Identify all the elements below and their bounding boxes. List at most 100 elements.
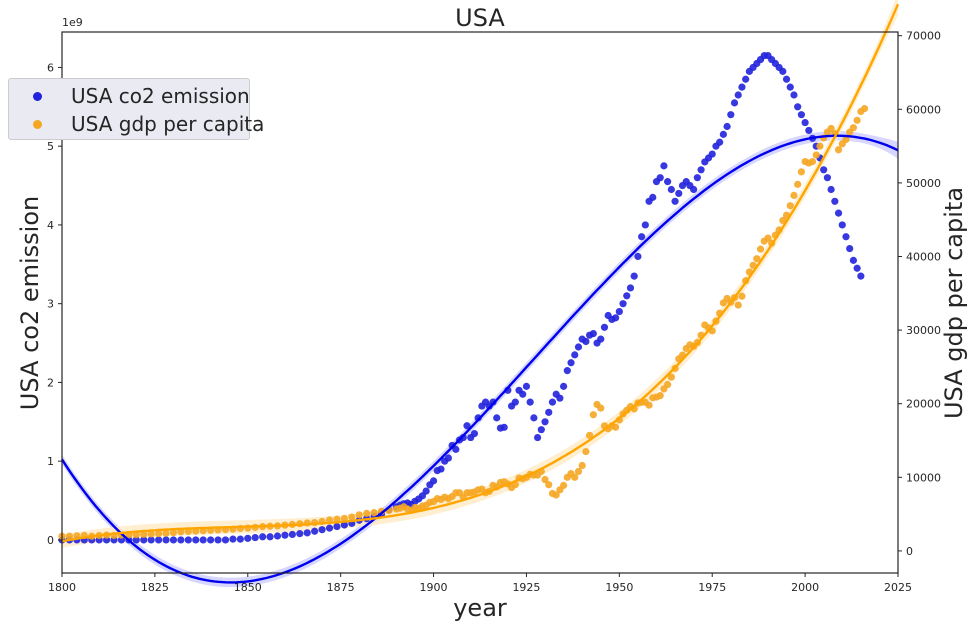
point-co2 [548, 398, 557, 406]
point-co2 [742, 75, 750, 83]
point-co2 [437, 465, 445, 473]
point-gdp [586, 431, 594, 439]
point-co2 [660, 162, 668, 170]
point-co2 [537, 426, 545, 434]
point-co2 [667, 185, 675, 194]
point-co2 [288, 530, 296, 539]
point-co2 [266, 533, 274, 541]
legend-marker-co2 [33, 92, 42, 101]
y-right-tick-label: 50000 [906, 177, 941, 190]
point-co2 [169, 536, 178, 544]
point-co2 [273, 532, 282, 540]
point-co2 [281, 531, 289, 539]
point-gdp [582, 447, 590, 456]
point-co2 [325, 524, 334, 532]
point-gdp [779, 216, 787, 225]
y-axis-label-left: USA co2 emission [16, 196, 44, 410]
point-co2 [612, 314, 620, 322]
point-co2 [140, 536, 148, 544]
point-co2 [533, 433, 542, 442]
point-co2 [132, 536, 140, 544]
point-co2 [723, 122, 731, 131]
legend-item-gdp: USA gdp per capita [9, 110, 264, 138]
point-co2 [790, 91, 798, 99]
point-co2 [333, 522, 341, 531]
point-co2 [801, 118, 809, 127]
point-co2 [500, 423, 508, 431]
point-co2 [589, 330, 597, 338]
point-gdp [589, 411, 597, 419]
point-gdp [612, 423, 620, 431]
left-axis-multiplier: 1e9 [62, 16, 83, 29]
point-co2 [522, 382, 531, 390]
point-gdp [842, 135, 850, 144]
point-co2 [697, 166, 705, 174]
x-tick-label: 1900 [420, 581, 448, 594]
point-gdp [147, 530, 155, 538]
point-co2 [560, 382, 568, 390]
y-right-tick-label: 10000 [906, 471, 941, 484]
point-co2 [693, 174, 701, 182]
legend-item-co2: USA co2 emission [9, 82, 250, 110]
point-gdp [756, 245, 765, 253]
point-co2 [782, 75, 791, 83]
point-co2 [716, 138, 724, 146]
point-co2 [177, 536, 185, 544]
point-co2 [846, 244, 854, 253]
y-left-tick-label: 6 [47, 61, 54, 74]
x-tick-label: 1950 [605, 581, 633, 594]
point-co2 [738, 83, 746, 91]
point-gdp [169, 528, 178, 537]
point-co2 [649, 193, 657, 201]
point-co2 [296, 530, 304, 538]
point-co2 [719, 130, 727, 138]
point-gdp [571, 473, 579, 481]
point-co2 [567, 359, 575, 367]
point-co2 [303, 529, 311, 537]
legend: USA co2 emission USA gdp per capita [8, 78, 264, 140]
point-gdp [738, 292, 746, 300]
point-co2 [849, 256, 858, 264]
point-co2 [842, 233, 850, 241]
point-co2 [563, 367, 571, 375]
point-gdp [552, 491, 560, 499]
x-tick-label: 2000 [791, 581, 819, 594]
point-co2 [511, 398, 519, 406]
point-co2 [244, 534, 252, 542]
fit-line-co2 [60, 134, 899, 584]
point-gdp [790, 191, 798, 200]
legend-marker-gdp [33, 120, 42, 129]
x-axis-label: year [453, 594, 507, 622]
point-gdp [786, 202, 794, 210]
x-tick-label: 1975 [698, 581, 726, 594]
x-tick-label: 1925 [512, 581, 540, 594]
point-gdp [749, 261, 757, 269]
point-co2 [582, 337, 590, 346]
point-co2 [199, 536, 207, 544]
point-gdp [545, 481, 553, 489]
y-left-tick-label: 0 [47, 534, 54, 547]
point-co2 [615, 307, 623, 316]
point-co2 [779, 67, 787, 75]
point-co2 [318, 526, 326, 534]
point-co2 [641, 221, 649, 229]
point-co2 [786, 83, 794, 91]
point-co2 [823, 174, 832, 182]
point-gdp [667, 373, 675, 381]
y-left-tick-label: 2 [47, 376, 54, 389]
point-co2 [853, 264, 861, 272]
plot-frame [61, 31, 899, 574]
point-co2 [571, 351, 579, 359]
point-co2 [155, 536, 163, 544]
point-gdp [734, 301, 742, 309]
fit-line-gdp [61, 3, 900, 543]
point-co2 [221, 536, 230, 544]
point-co2 [734, 91, 742, 99]
point-co2 [340, 521, 348, 529]
point-co2 [229, 535, 237, 543]
point-co2 [429, 477, 438, 485]
point-co2 [545, 408, 553, 416]
x-tick-label: 1825 [141, 581, 169, 594]
y-right-tick-label: 30000 [906, 324, 941, 337]
